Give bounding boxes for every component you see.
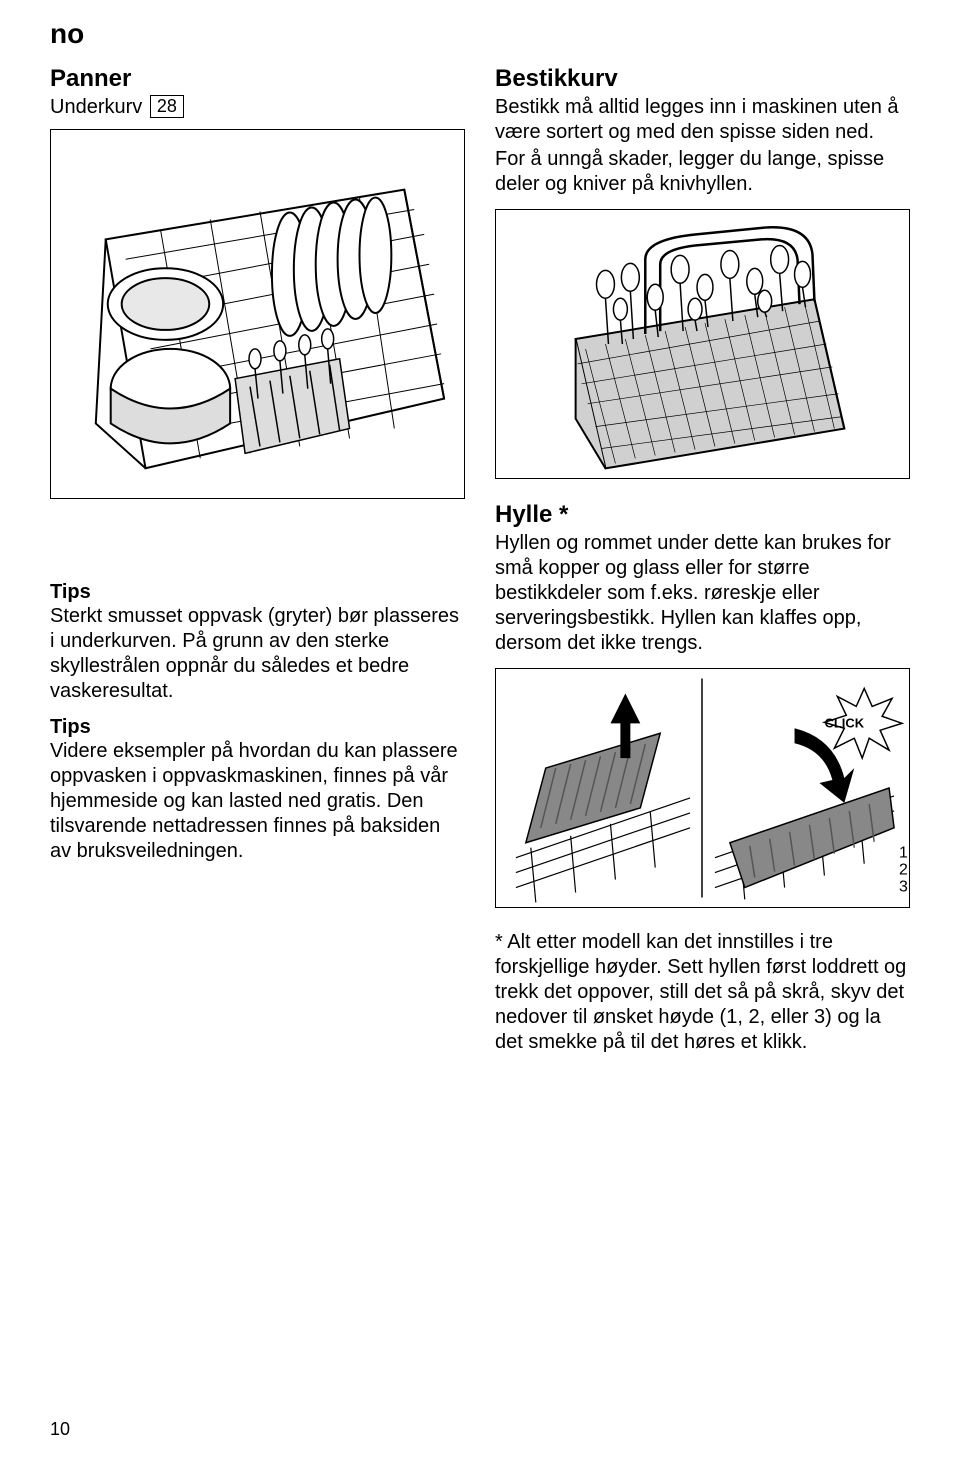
level-1: 1 bbox=[899, 845, 908, 862]
page-number: 10 bbox=[50, 1419, 70, 1440]
tips1-body: Sterkt smusset oppvask (gryter) bør plas… bbox=[50, 604, 465, 704]
tips2-body: Videre eksempler på hvordan du kan plass… bbox=[50, 739, 465, 864]
left-column: Panner Underkurv 28 bbox=[50, 65, 465, 1067]
shelf-adjust-illustration: CLICK 1 2 3 bbox=[495, 668, 910, 908]
right-column: Bestikkurv Bestikk må alltid legges inn … bbox=[495, 65, 910, 1067]
bestikkurv-intro: Bestikk må alltid legges inn i maskinen … bbox=[495, 95, 910, 145]
cutlery-basket-illustration bbox=[495, 209, 910, 479]
tips2-label: Tips bbox=[50, 716, 465, 739]
shelf-footnote: * Alt etter modell kan det innstilles i … bbox=[495, 930, 910, 1055]
level-3: 3 bbox=[899, 878, 908, 895]
language-tag: no bbox=[50, 18, 84, 50]
level-2: 2 bbox=[899, 862, 908, 879]
bestikkurv-intro2: For å unngå skader, legger du lange, spi… bbox=[495, 147, 910, 197]
click-label: CLICK bbox=[825, 715, 865, 730]
hylle-body: Hyllen og rommet under dette kan brukes … bbox=[495, 531, 910, 656]
lower-basket-illustration bbox=[50, 129, 465, 499]
underkurv-ref: 28 bbox=[150, 95, 184, 118]
bestikkurv-heading: Bestikkurv bbox=[495, 65, 910, 93]
underkurv-line: Underkurv 28 bbox=[50, 95, 465, 119]
hylle-heading: Hylle * bbox=[495, 501, 910, 529]
tips1-label: Tips bbox=[50, 581, 465, 604]
panner-heading: Panner bbox=[50, 65, 465, 93]
underkurv-prefix: Underkurv bbox=[50, 96, 142, 118]
page-columns: Panner Underkurv 28 bbox=[50, 65, 910, 1067]
